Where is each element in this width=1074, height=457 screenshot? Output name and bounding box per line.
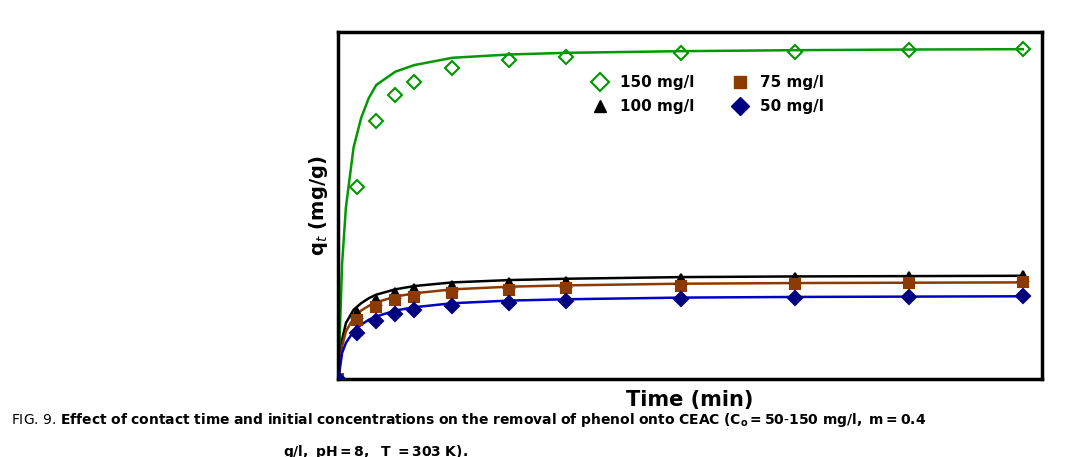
Y-axis label: q$_t$ (mg/g): q$_t$ (mg/g) [307, 155, 330, 256]
Legend: 150 mg/l, 100 mg/l, 75 mg/l, 50 mg/l: 150 mg/l, 100 mg/l, 75 mg/l, 50 mg/l [577, 68, 831, 122]
X-axis label: Time (min): Time (min) [626, 390, 754, 410]
Text: FIG. 9. $\mathbf{Effect\ of\ contact\ time\ and\ initial\ concentrations\ on\ th: FIG. 9. $\mathbf{Effect\ of\ contact\ ti… [11, 411, 926, 429]
Text: $\mathbf{g/l,\ pH=8,\ \ T\ =303\ K).}$: $\mathbf{g/l,\ pH=8,\ \ T\ =303\ K).}$ [284, 443, 468, 457]
